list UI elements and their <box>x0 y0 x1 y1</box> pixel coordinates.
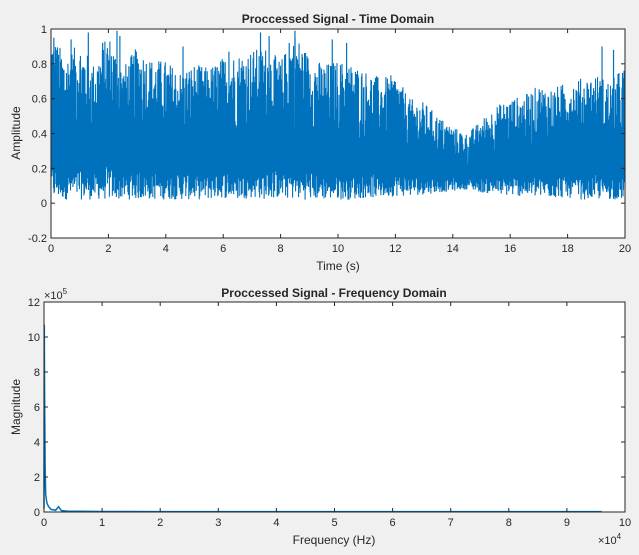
frequency-domain-x-tick-label: 5 <box>331 517 337 529</box>
time-domain-x-tick-label: 4 <box>163 243 169 255</box>
time-domain-x-tick-label: 2 <box>105 243 111 255</box>
frequency-domain-xlabel: Frequency (Hz) <box>293 533 376 547</box>
frequency-domain-x-tick-label: 1 <box>99 517 105 529</box>
time-domain-y-tick-label: 0 <box>41 198 47 210</box>
time-domain-x-tick-label: 12 <box>389 243 401 255</box>
frequency-domain-plot-area <box>44 302 625 512</box>
time-domain-x-tick-label: 16 <box>504 243 516 255</box>
time-domain-y-tick-label: 0.4 <box>32 129 47 141</box>
time-domain-signal-line <box>50 37 626 200</box>
frequency-domain-y-tick-label: 8 <box>34 367 40 379</box>
time-domain-ylabel: Amplitude <box>9 106 23 160</box>
frequency-domain-y-tick-label: 12 <box>28 297 40 309</box>
time-domain-x-tick-label: 10 <box>332 243 344 255</box>
frequency-domain-x-tick-label: 8 <box>506 517 512 529</box>
time-domain-y-tick-label: 0.2 <box>32 163 47 175</box>
frequency-domain-axes-box <box>43 301 626 513</box>
time-domain-y-tick-label: 0.6 <box>32 94 47 106</box>
time-domain-x-tick-label: 6 <box>220 243 226 255</box>
frequency-domain-x-tick-label: 3 <box>215 517 221 529</box>
frequency-domain-x-tick-label: 4 <box>273 517 279 529</box>
time-domain-x-tick-label: 14 <box>447 243 459 255</box>
time-domain-x-tick-label: 8 <box>278 243 284 255</box>
frequency-domain-x-tick-label: 2 <box>157 517 163 529</box>
frequency-domain-x-tick-label: 6 <box>390 517 396 529</box>
time-domain-axes-box <box>50 28 626 239</box>
frequency-domain-y-tick-label: 6 <box>34 402 40 414</box>
time-domain-title: Proccessed Signal - Time Domain <box>242 12 435 26</box>
frequency-domain-title: Proccessed Signal - Frequency Domain <box>221 286 446 300</box>
time-domain-x-tick-label: 20 <box>619 243 631 255</box>
time-domain-y-tick-label: 1 <box>41 24 47 36</box>
time-domain-axes: 0 2 4 6 8 10 12 14 16 18 20-0.200.20.40.60.81 Proc… <box>9 12 631 273</box>
frequency-domain-y-tick-label: 0 <box>34 507 40 519</box>
frequency-domain-x-tick-label: 9 <box>564 517 570 529</box>
frequency-domain-x-tick-label: 10 <box>619 517 631 529</box>
frequency-domain-x-tick-label: 0 <box>41 517 47 529</box>
time-domain-x-tick-label: 0 <box>48 243 54 255</box>
time-domain-xlabel: Time (s) <box>316 259 360 273</box>
x-axis-exponent: ×104 <box>598 532 622 547</box>
frequency-domain-y-tick-label: 4 <box>34 437 40 449</box>
time-domain-y-tick-label: -0.2 <box>28 233 47 245</box>
frequency-domain-ylabel: Magnitude <box>9 379 23 435</box>
time-domain-x-tick-label: 18 <box>561 243 573 255</box>
frequency-domain-x-tick-label: 7 <box>448 517 454 529</box>
y-axis-exponent: ×105 <box>44 287 68 302</box>
frequency-domain-y-tick-label: 10 <box>28 332 40 344</box>
time-domain-ticks: 0 2 4 6 8 10 12 14 16 18 20-0.200.20.40.60.81 <box>28 24 631 255</box>
time-domain-series <box>50 30 626 200</box>
time-domain-y-tick-label: 0.8 <box>32 59 47 71</box>
frequency-domain-y-tick-label: 2 <box>34 472 40 484</box>
